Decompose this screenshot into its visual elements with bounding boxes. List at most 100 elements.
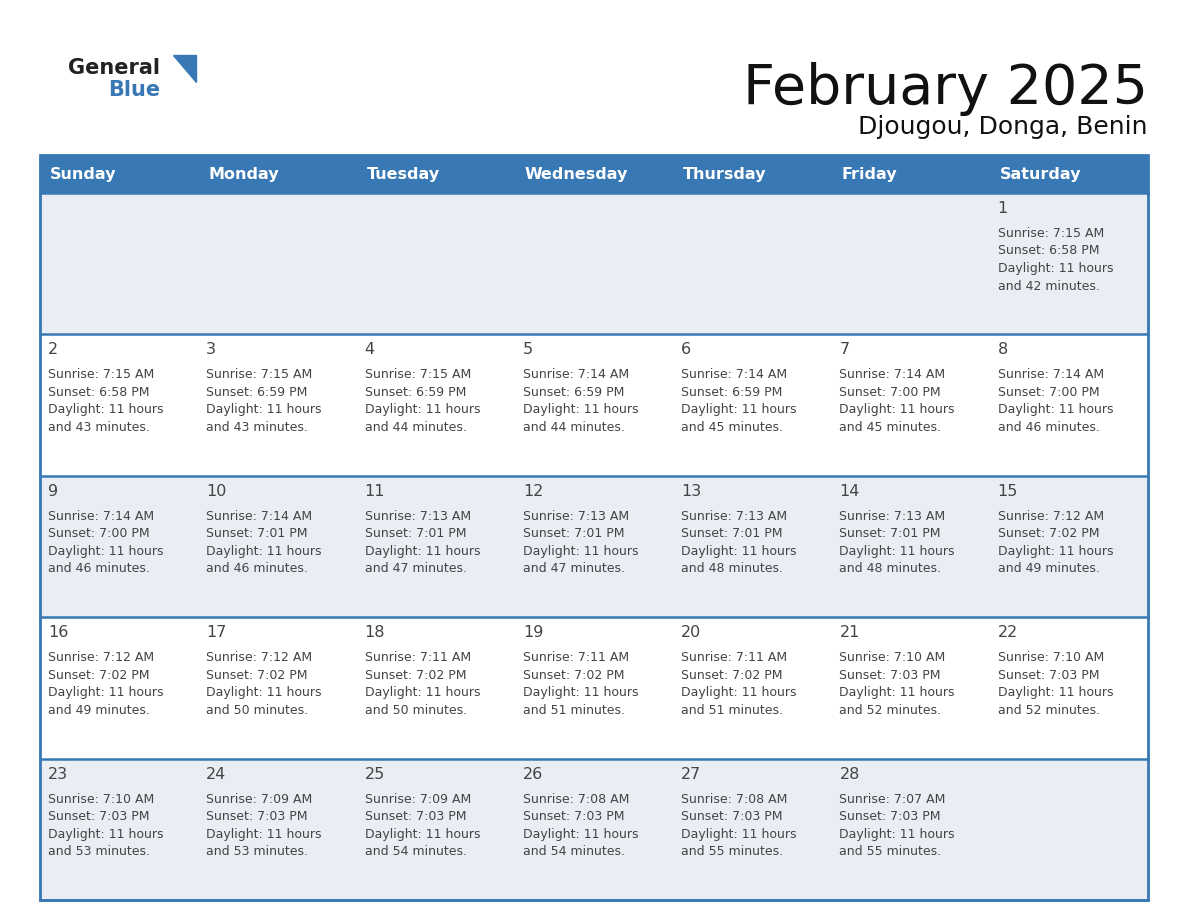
Text: Sunset: 7:03 PM: Sunset: 7:03 PM	[523, 810, 625, 823]
Text: 8: 8	[998, 342, 1007, 357]
Polygon shape	[173, 55, 196, 82]
Bar	[40, 155, 1148, 193]
Text: Daylight: 11 hours: Daylight: 11 hours	[207, 828, 322, 841]
Text: 19: 19	[523, 625, 543, 640]
Text: and 45 minutes.: and 45 minutes.	[681, 420, 783, 434]
Text: Sunset: 7:01 PM: Sunset: 7:01 PM	[840, 527, 941, 541]
Text: 15: 15	[998, 484, 1018, 498]
Text: Sunday: Sunday	[50, 166, 116, 182]
Text: Sunrise: 7:14 AM: Sunrise: 7:14 AM	[998, 368, 1104, 381]
Text: Daylight: 11 hours: Daylight: 11 hours	[998, 544, 1113, 558]
Text: Daylight: 11 hours: Daylight: 11 hours	[48, 544, 164, 558]
Text: and 51 minutes.: and 51 minutes.	[523, 704, 625, 717]
Text: 14: 14	[840, 484, 860, 498]
Text: 26: 26	[523, 767, 543, 781]
Text: Sunrise: 7:09 AM: Sunrise: 7:09 AM	[207, 792, 312, 806]
Text: and 42 minutes.: and 42 minutes.	[998, 279, 1100, 293]
Text: Sunset: 7:01 PM: Sunset: 7:01 PM	[523, 527, 625, 541]
Text: Daylight: 11 hours: Daylight: 11 hours	[48, 828, 164, 841]
Text: Sunset: 7:02 PM: Sunset: 7:02 PM	[207, 668, 308, 682]
Text: Daylight: 11 hours: Daylight: 11 hours	[523, 403, 638, 417]
Text: Sunrise: 7:09 AM: Sunrise: 7:09 AM	[365, 792, 470, 806]
Text: Sunrise: 7:13 AM: Sunrise: 7:13 AM	[840, 509, 946, 522]
Text: 5: 5	[523, 342, 533, 357]
Text: 24: 24	[207, 767, 227, 781]
Text: Sunset: 7:03 PM: Sunset: 7:03 PM	[681, 810, 783, 823]
Text: Sunset: 7:00 PM: Sunset: 7:00 PM	[48, 527, 150, 541]
Bar	[40, 334, 1148, 476]
Text: 20: 20	[681, 625, 701, 640]
Text: Daylight: 11 hours: Daylight: 11 hours	[365, 544, 480, 558]
Text: Friday: Friday	[841, 166, 897, 182]
Text: and 54 minutes.: and 54 minutes.	[365, 845, 467, 858]
Text: Sunset: 7:03 PM: Sunset: 7:03 PM	[998, 668, 1099, 682]
Text: Sunrise: 7:11 AM: Sunrise: 7:11 AM	[681, 651, 788, 665]
Bar	[40, 155, 1148, 900]
Text: 9: 9	[48, 484, 58, 498]
Text: and 47 minutes.: and 47 minutes.	[523, 563, 625, 576]
Bar	[40, 758, 1148, 900]
Text: Sunrise: 7:15 AM: Sunrise: 7:15 AM	[207, 368, 312, 381]
Text: Sunset: 7:03 PM: Sunset: 7:03 PM	[207, 810, 308, 823]
Text: Sunset: 7:02 PM: Sunset: 7:02 PM	[365, 668, 466, 682]
Text: Sunset: 7:00 PM: Sunset: 7:00 PM	[998, 386, 1099, 399]
Text: Daylight: 11 hours: Daylight: 11 hours	[840, 828, 955, 841]
Text: Sunrise: 7:14 AM: Sunrise: 7:14 AM	[840, 368, 946, 381]
Text: Wednesday: Wednesday	[525, 166, 628, 182]
Text: Daylight: 11 hours: Daylight: 11 hours	[523, 828, 638, 841]
Text: and 45 minutes.: and 45 minutes.	[840, 420, 941, 434]
Text: Daylight: 11 hours: Daylight: 11 hours	[365, 403, 480, 417]
Text: Daylight: 11 hours: Daylight: 11 hours	[365, 828, 480, 841]
Text: and 51 minutes.: and 51 minutes.	[681, 704, 783, 717]
Bar	[40, 193, 1148, 334]
Text: 7: 7	[840, 342, 849, 357]
Text: and 43 minutes.: and 43 minutes.	[48, 420, 150, 434]
Text: Blue: Blue	[108, 80, 160, 100]
Text: and 46 minutes.: and 46 minutes.	[998, 420, 1100, 434]
Text: Sunrise: 7:12 AM: Sunrise: 7:12 AM	[998, 509, 1104, 522]
Text: Daylight: 11 hours: Daylight: 11 hours	[207, 544, 322, 558]
Bar	[40, 476, 1148, 617]
Text: Sunset: 6:59 PM: Sunset: 6:59 PM	[207, 386, 308, 399]
Text: 27: 27	[681, 767, 701, 781]
Text: and 44 minutes.: and 44 minutes.	[365, 420, 467, 434]
Text: Sunset: 6:59 PM: Sunset: 6:59 PM	[681, 386, 783, 399]
Text: 28: 28	[840, 767, 860, 781]
Text: Monday: Monday	[208, 166, 279, 182]
Text: Sunrise: 7:15 AM: Sunrise: 7:15 AM	[48, 368, 154, 381]
Text: Sunrise: 7:14 AM: Sunrise: 7:14 AM	[523, 368, 628, 381]
Text: and 49 minutes.: and 49 minutes.	[48, 704, 150, 717]
Text: Sunset: 7:02 PM: Sunset: 7:02 PM	[523, 668, 625, 682]
Text: Sunrise: 7:12 AM: Sunrise: 7:12 AM	[207, 651, 312, 665]
Text: Sunset: 7:02 PM: Sunset: 7:02 PM	[48, 668, 150, 682]
Text: Sunrise: 7:14 AM: Sunrise: 7:14 AM	[207, 509, 312, 522]
Text: and 47 minutes.: and 47 minutes.	[365, 563, 467, 576]
Text: General: General	[68, 58, 160, 78]
Text: Sunrise: 7:14 AM: Sunrise: 7:14 AM	[48, 509, 154, 522]
Text: Saturday: Saturday	[1000, 166, 1081, 182]
Text: Sunset: 7:03 PM: Sunset: 7:03 PM	[48, 810, 150, 823]
Text: and 52 minutes.: and 52 minutes.	[998, 704, 1100, 717]
Text: 25: 25	[365, 767, 385, 781]
Text: Sunrise: 7:11 AM: Sunrise: 7:11 AM	[365, 651, 470, 665]
Text: 4: 4	[365, 342, 374, 357]
Text: 6: 6	[681, 342, 691, 357]
Text: Daylight: 11 hours: Daylight: 11 hours	[840, 544, 955, 558]
Text: Sunrise: 7:08 AM: Sunrise: 7:08 AM	[681, 792, 788, 806]
Text: Sunrise: 7:13 AM: Sunrise: 7:13 AM	[365, 509, 470, 522]
Text: Sunset: 7:02 PM: Sunset: 7:02 PM	[998, 527, 1099, 541]
Text: and 54 minutes.: and 54 minutes.	[523, 845, 625, 858]
Text: Sunrise: 7:07 AM: Sunrise: 7:07 AM	[840, 792, 946, 806]
Text: Sunrise: 7:10 AM: Sunrise: 7:10 AM	[48, 792, 154, 806]
Text: Daylight: 11 hours: Daylight: 11 hours	[365, 686, 480, 700]
Text: Daylight: 11 hours: Daylight: 11 hours	[840, 686, 955, 700]
Text: Sunrise: 7:12 AM: Sunrise: 7:12 AM	[48, 651, 154, 665]
Text: and 48 minutes.: and 48 minutes.	[681, 563, 783, 576]
Text: Sunset: 7:01 PM: Sunset: 7:01 PM	[207, 527, 308, 541]
Text: Daylight: 11 hours: Daylight: 11 hours	[207, 403, 322, 417]
Text: 1: 1	[998, 201, 1007, 216]
Text: Thursday: Thursday	[683, 166, 766, 182]
Text: Sunset: 7:00 PM: Sunset: 7:00 PM	[840, 386, 941, 399]
Text: and 52 minutes.: and 52 minutes.	[840, 704, 941, 717]
Text: and 55 minutes.: and 55 minutes.	[840, 845, 942, 858]
